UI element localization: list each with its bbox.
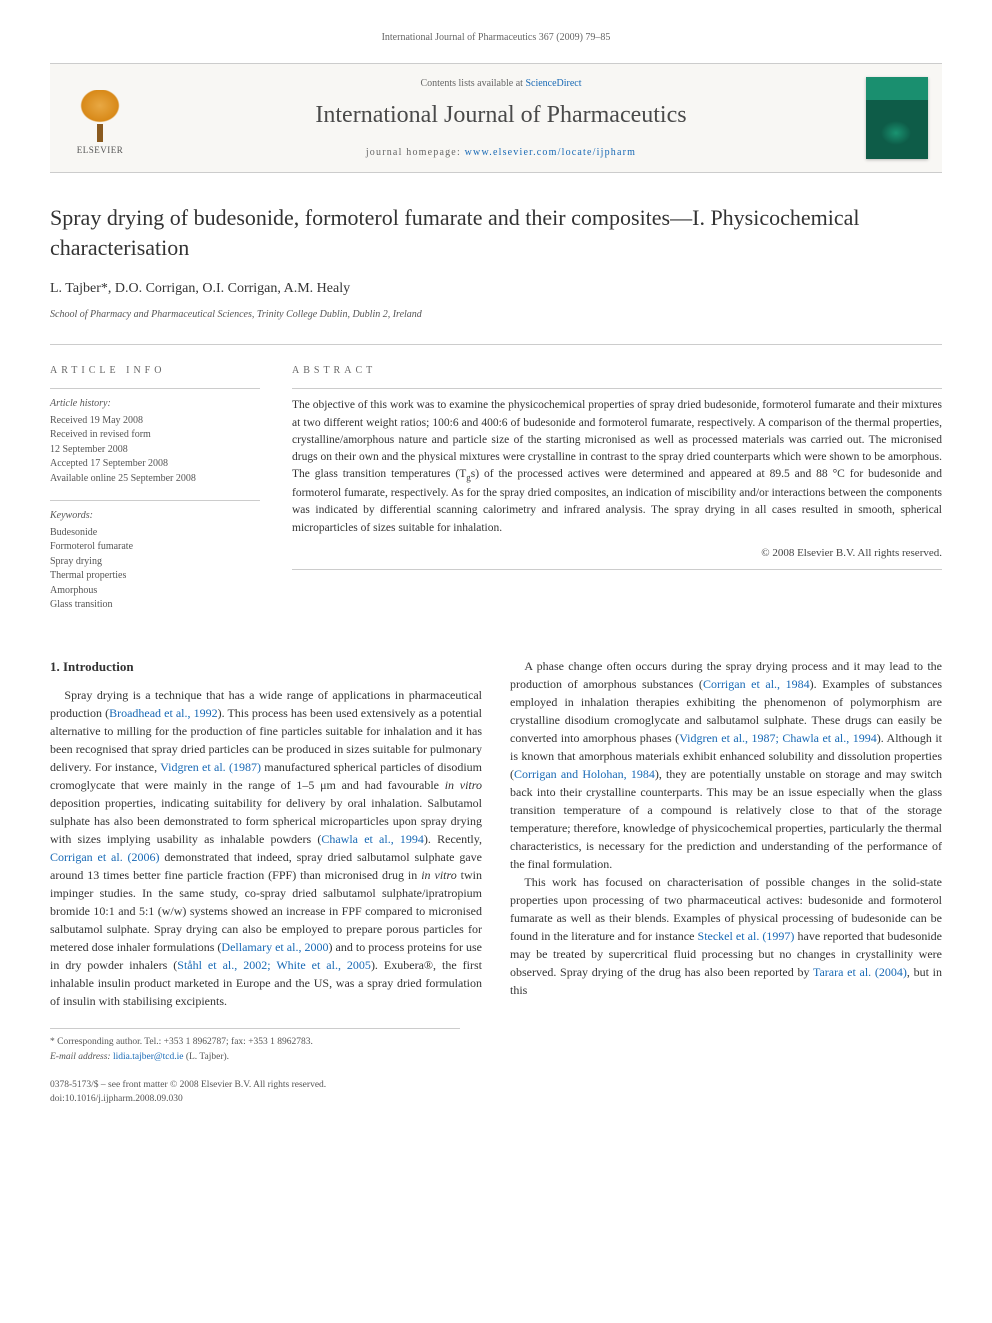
history-line: Accepted 17 September 2008 bbox=[50, 457, 260, 472]
divider bbox=[292, 388, 942, 389]
elsevier-tree-icon bbox=[76, 90, 124, 142]
citation-link[interactable]: Tarara et al. (2004) bbox=[813, 965, 907, 979]
running-header: International Journal of Pharmaceutics 3… bbox=[50, 30, 942, 45]
text-run: ), they are potentially unstable on stor… bbox=[510, 767, 942, 871]
history-line: Received in revised form bbox=[50, 428, 260, 443]
email-suffix: (L. Tajber). bbox=[183, 1052, 229, 1062]
journal-banner: ELSEVIER Contents lists available at Sci… bbox=[50, 63, 942, 173]
keyword: Formoterol fumarate bbox=[50, 540, 260, 555]
paragraph: A phase change often occurs during the s… bbox=[510, 657, 942, 873]
homepage-line: journal homepage: www.elsevier.com/locat… bbox=[150, 145, 852, 160]
keyword: Thermal properties bbox=[50, 569, 260, 584]
journal-title: International Journal of Pharmaceutics bbox=[150, 97, 852, 133]
italic-run: in vitro bbox=[445, 778, 482, 792]
publisher-name: ELSEVIER bbox=[77, 144, 124, 158]
abstract-column: abstract The objective of this work was … bbox=[292, 363, 942, 627]
paragraph: This work has focused on characterisatio… bbox=[510, 873, 942, 999]
abstract-heading: abstract bbox=[292, 363, 942, 378]
author-list: L. Tajber*, D.O. Corrigan, O.I. Corrigan… bbox=[50, 278, 942, 299]
homepage-prefix: journal homepage: bbox=[366, 147, 465, 158]
keyword: Amorphous bbox=[50, 584, 260, 599]
footer-line: 0378-5173/$ – see front matter © 2008 El… bbox=[50, 1078, 942, 1092]
paragraph: Spray drying is a technique that has a w… bbox=[50, 686, 482, 1010]
citation-link[interactable]: Dellamary et al., 2000 bbox=[221, 940, 328, 954]
history-line: 12 September 2008 bbox=[50, 443, 260, 458]
citation-link[interactable]: Vidgren et al. (1987) bbox=[160, 760, 261, 774]
citation-link[interactable]: Broadhead et al., 1992 bbox=[109, 706, 218, 720]
keywords-block: Keywords: Budesonide Formoterol fumarate… bbox=[50, 509, 260, 613]
keywords-label: Keywords: bbox=[50, 509, 260, 524]
contents-line: Contents lists available at ScienceDirec… bbox=[150, 76, 852, 91]
journal-cover-thumb bbox=[866, 77, 928, 159]
citation-link[interactable]: Steckel et al. (1997) bbox=[698, 929, 795, 943]
affiliation: School of Pharmacy and Pharmaceutical Sc… bbox=[50, 307, 942, 322]
divider bbox=[50, 500, 260, 501]
citation-link[interactable]: Vidgren et al., 1987; Chawla et al., 199… bbox=[679, 731, 877, 745]
citation-link[interactable]: Corrigan et al. (2006) bbox=[50, 850, 160, 864]
divider bbox=[50, 388, 260, 389]
citation-link[interactable]: Chawla et al., 1994 bbox=[321, 832, 424, 846]
article-title: Spray drying of budesonide, formoterol f… bbox=[50, 203, 942, 262]
contents-prefix: Contents lists available at bbox=[420, 78, 525, 89]
email-link[interactable]: lidia.tajber@tcd.ie bbox=[113, 1052, 183, 1062]
homepage-link[interactable]: www.elsevier.com/locate/ijpharm bbox=[465, 147, 637, 158]
email-line: E-mail address: lidia.tajber@tcd.ie (L. … bbox=[50, 1050, 460, 1064]
section-heading: 1. Introduction bbox=[50, 657, 482, 677]
body-text-columns: 1. Introduction Spray drying is a techni… bbox=[50, 657, 942, 1011]
italic-run: in vitro bbox=[421, 868, 457, 882]
history-line: Available online 25 September 2008 bbox=[50, 472, 260, 487]
info-heading: article info bbox=[50, 363, 260, 378]
abstract-copyright: © 2008 Elsevier B.V. All rights reserved… bbox=[292, 545, 942, 562]
divider bbox=[292, 569, 942, 570]
citation-link[interactable]: Corrigan et al., 1984 bbox=[703, 677, 810, 691]
keyword: Glass transition bbox=[50, 598, 260, 613]
footnotes: * Corresponding author. Tel.: +353 1 896… bbox=[50, 1028, 460, 1064]
abstract-text: The objective of this work was to examin… bbox=[292, 397, 942, 537]
sciencedirect-link[interactable]: ScienceDirect bbox=[525, 78, 581, 89]
doi-line: doi:10.1016/j.ijpharm.2008.09.030 bbox=[50, 1092, 942, 1106]
publisher-logo: ELSEVIER bbox=[64, 79, 136, 157]
banner-center: Contents lists available at ScienceDirec… bbox=[150, 76, 852, 160]
keyword: Spray drying bbox=[50, 555, 260, 570]
history-line: Received 19 May 2008 bbox=[50, 414, 260, 429]
email-label: E-mail address: bbox=[50, 1052, 111, 1062]
article-info-column: article info Article history: Received 1… bbox=[50, 363, 260, 627]
corresponding-author-note: * Corresponding author. Tel.: +353 1 896… bbox=[50, 1035, 460, 1049]
page-footer: 0378-5173/$ – see front matter © 2008 El… bbox=[50, 1078, 942, 1107]
text-run: ). Recently, bbox=[424, 832, 482, 846]
citation-link[interactable]: Ståhl et al., 2002; White et al., 2005 bbox=[177, 958, 371, 972]
history-label: Article history: bbox=[50, 397, 260, 412]
citation-link[interactable]: Corrigan and Holohan, 1984 bbox=[514, 767, 655, 781]
info-abstract-row: article info Article history: Received 1… bbox=[50, 363, 942, 627]
article-history-block: Article history: Received 19 May 2008 Re… bbox=[50, 397, 260, 486]
keyword: Budesonide bbox=[50, 526, 260, 541]
divider bbox=[50, 344, 942, 345]
